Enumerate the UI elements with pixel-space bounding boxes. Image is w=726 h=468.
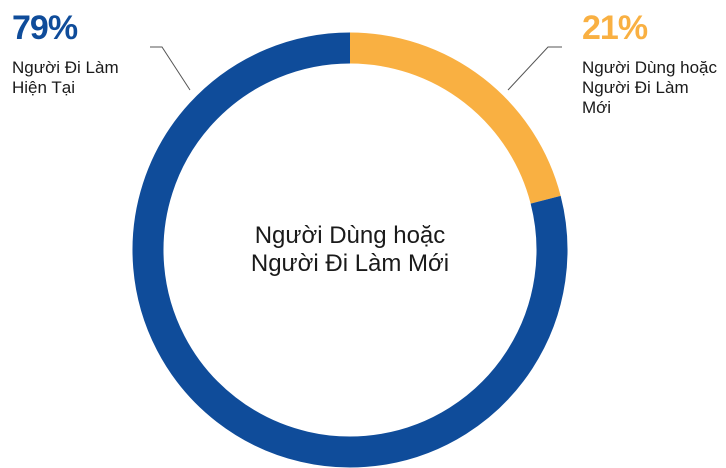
category-label: Người Dùng hoặc Người Đi Làm Mới xyxy=(582,58,717,117)
center-text: Người Dùng hoặc Người Đi Làm Mới xyxy=(215,222,485,278)
category-label: Người Đi Làm Hiện Tại xyxy=(12,58,119,97)
center-line: Người Dùng hoặc xyxy=(254,222,446,249)
donut-segment xyxy=(132,32,568,468)
value-label: 79% xyxy=(12,9,78,47)
center-line: Người Đi Làm Mới xyxy=(250,250,450,277)
donut-segment xyxy=(349,32,561,204)
leader-line xyxy=(507,46,562,91)
value-label: 21% xyxy=(582,9,648,47)
leader-line xyxy=(150,46,191,91)
